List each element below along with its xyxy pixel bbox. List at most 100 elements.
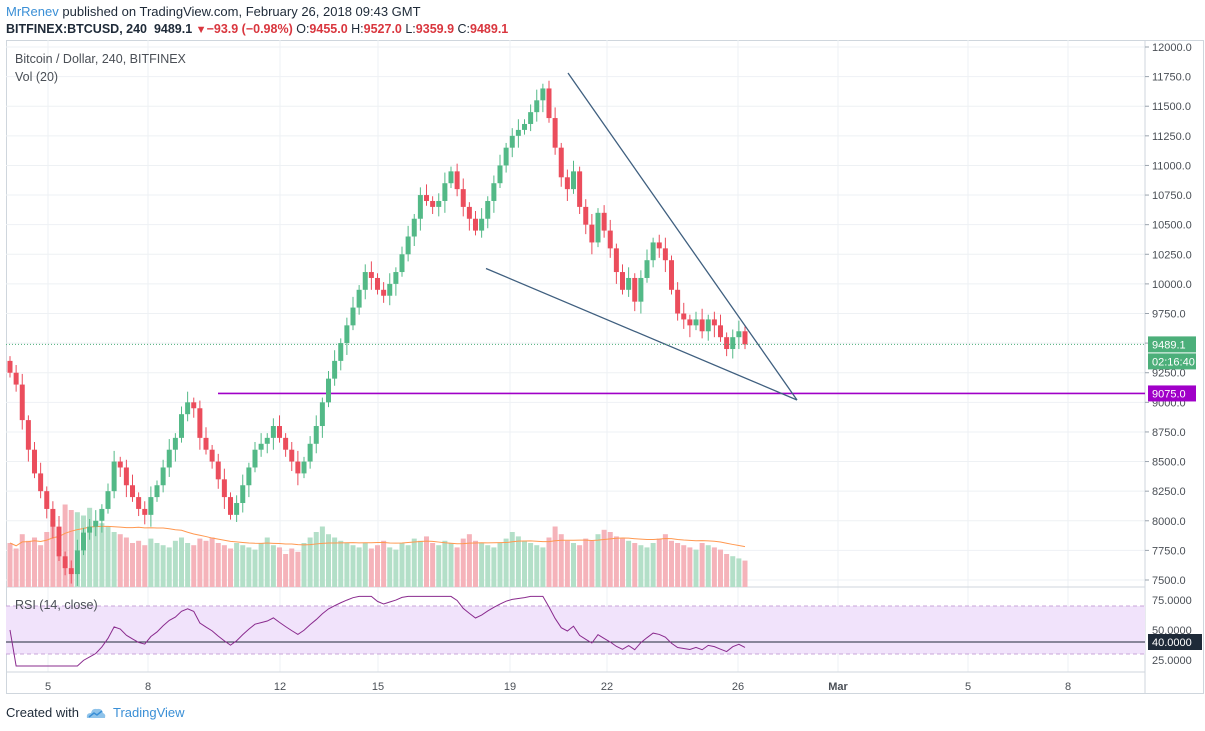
candle-body (252, 449, 258, 468)
volume-bar (656, 538, 662, 587)
candle-body (730, 337, 736, 350)
rsi-legend: RSI (14, close) (15, 598, 98, 612)
volume-bar (711, 547, 717, 587)
chart-frame[interactable] (6, 40, 1204, 694)
volume-bar (338, 540, 344, 587)
candle-body (411, 218, 417, 237)
y-tick-label: 12000.0 (1152, 42, 1192, 54)
volume-bar (356, 547, 362, 587)
candle-body (699, 319, 705, 332)
candle-body (473, 218, 478, 231)
volume-bar (252, 549, 258, 587)
candle-body (7, 360, 13, 373)
volume-bar (424, 536, 429, 587)
candle-body (319, 402, 325, 427)
open-label: O: (296, 22, 310, 36)
candle-body (203, 437, 209, 450)
candle-body (295, 461, 301, 474)
candle-body (638, 277, 644, 302)
candle-body (56, 526, 62, 557)
candle-body (620, 272, 625, 290)
author-link[interactable]: MrRenev (6, 4, 59, 19)
volume-bar (693, 549, 699, 587)
candle-body (111, 461, 117, 492)
y-tick-label: 8250.0 (1152, 486, 1186, 498)
candle-body (228, 497, 233, 515)
time-axis[interactable]: 5 8 12 15 19 22 26 Mar 5 8 (45, 681, 1071, 693)
candle-body (613, 248, 619, 273)
volume-bar (179, 537, 184, 587)
volume-bar (583, 538, 589, 587)
close-label: C: (457, 22, 471, 36)
x-tick-label: 26 (732, 681, 744, 693)
volume-bar (650, 543, 656, 587)
low-value: 9359.9 (415, 22, 455, 36)
volume-bar (718, 549, 723, 587)
candle-body (509, 135, 515, 148)
tradingview-brand[interactable]: TradingView (112, 705, 185, 720)
volume-bar (387, 547, 393, 587)
volume-bar (93, 521, 99, 587)
x-tick-label: 15 (372, 681, 384, 693)
y-tick-label: 10250.0 (1152, 249, 1192, 261)
volume-bar (191, 545, 197, 587)
wedge-lower-trendline[interactable] (485, 267, 798, 401)
close-value: 9489.1 (470, 22, 509, 36)
candle-body (332, 360, 338, 379)
y-tick-label: 9250.0 (1152, 368, 1186, 380)
volume-bar (246, 547, 252, 587)
volume-bar (7, 543, 13, 587)
candle-body (417, 195, 423, 219)
volume-bar (221, 545, 227, 587)
candle-body (552, 118, 558, 148)
candle-body (436, 200, 442, 207)
volume-bar (681, 545, 687, 587)
volume-bar (234, 543, 240, 587)
volume-bar (509, 532, 515, 587)
volume-bar (632, 543, 638, 587)
candle-body (50, 508, 56, 527)
price-axis[interactable]: 12000.0 11750.0 11500.0 11250.0 11000.0 10750… (1145, 42, 1192, 587)
candle-body (669, 260, 674, 290)
candle-body (662, 248, 668, 261)
candle-body (307, 443, 313, 462)
last-price-label-bg (1148, 336, 1196, 353)
volume-ma-line (9, 525, 746, 548)
wedge-upper-trendline[interactable] (567, 72, 798, 401)
candle-body (81, 532, 86, 551)
volume-bar (436, 545, 442, 587)
candle-body (38, 473, 44, 492)
volume-bar (589, 540, 595, 587)
candle-body (209, 449, 215, 462)
volume-bar (301, 543, 307, 587)
volume-bars (7, 504, 748, 587)
publication-header: MrRenev published on TradingView.com, Fe… (0, 0, 1205, 40)
candle-body (656, 242, 662, 249)
volume-bar (479, 543, 485, 587)
candle-body (166, 449, 172, 468)
footer: Created with TradingView (6, 705, 185, 720)
candle-body (68, 568, 74, 575)
volume-bar (258, 543, 264, 587)
volume-bar (411, 538, 417, 587)
candle-body (123, 467, 129, 486)
y-tick-label: 8500.0 (1152, 457, 1186, 469)
candle-body (632, 277, 638, 302)
candle-body (221, 479, 227, 498)
price-labels: 9489.1 02:16:40 9075.0 (1148, 336, 1196, 402)
volume-bar (38, 545, 44, 587)
tradingview-cloud-icon[interactable] (85, 706, 107, 720)
low-label: L: (405, 22, 416, 36)
candle-body (460, 189, 466, 207)
volume-bar (148, 538, 154, 587)
candle-body (705, 319, 711, 332)
candle-body (540, 88, 546, 101)
volume-bar (442, 540, 448, 587)
candle-body (626, 277, 632, 290)
volume-bar (417, 540, 423, 587)
candle-body (160, 467, 166, 486)
volume-bar (742, 560, 748, 587)
volume-bar (485, 545, 491, 587)
candle-body (185, 402, 191, 415)
